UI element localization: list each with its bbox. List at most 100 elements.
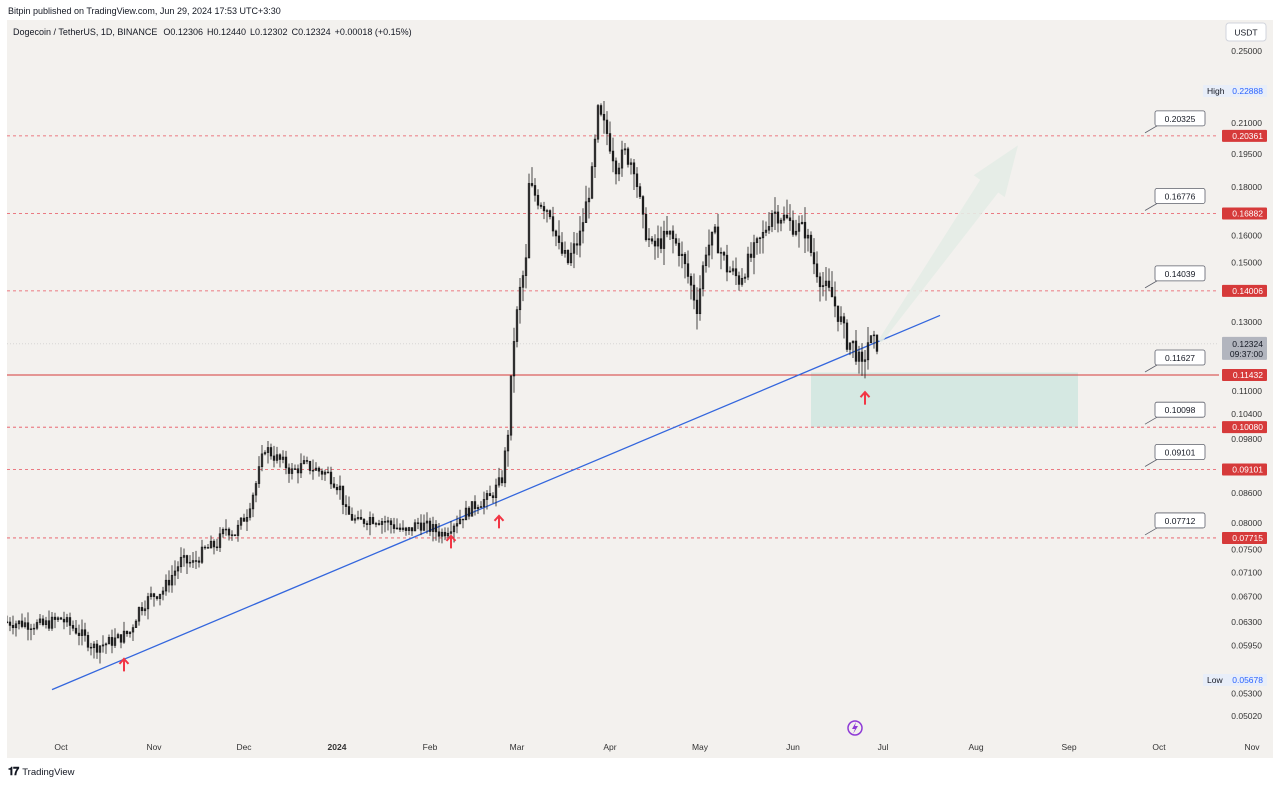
candle-body — [542, 206, 546, 212]
footer-brand[interactable]: TradingView — [22, 767, 75, 778]
candle-body — [329, 471, 333, 485]
candle-body — [503, 450, 507, 484]
candle-body — [707, 244, 711, 256]
candle-body — [635, 173, 639, 188]
candle-body — [602, 113, 606, 121]
level-callout: 0.11627 — [1144, 349, 1206, 373]
price-tick-label: 0.16000 — [1231, 231, 1262, 241]
price-tick-label: 0.08600 — [1231, 488, 1262, 498]
candle-body — [257, 466, 261, 484]
level-callout: 0.14039 — [1144, 265, 1206, 289]
candle-body — [314, 467, 318, 471]
candle-body — [359, 517, 363, 520]
candle-body — [725, 254, 729, 273]
level-callout-value: 0.10098 — [1165, 405, 1196, 415]
price-tick-label: 0.05020 — [1231, 711, 1262, 721]
currency-label: USDT — [1234, 28, 1257, 38]
low-label: L — [250, 27, 255, 37]
candle-body — [71, 625, 75, 629]
open-value: 0.12306 — [170, 27, 203, 37]
lightning-icon[interactable] — [847, 720, 863, 736]
candle-body — [506, 434, 510, 452]
candle-body — [797, 223, 801, 232]
candle-body — [35, 622, 39, 629]
candle-body — [137, 607, 141, 622]
up-arrow-icon — [493, 514, 505, 529]
candle-body — [752, 242, 756, 258]
time-tick-label: 2024 — [328, 742, 347, 752]
price-tick-label: 0.10400 — [1231, 409, 1262, 419]
level-price-badge: 0.14006 — [1222, 284, 1267, 297]
candle-body — [122, 630, 126, 643]
candle-body — [710, 231, 714, 246]
candle-body — [404, 527, 408, 531]
candle-body — [197, 560, 201, 563]
candle-body — [833, 296, 837, 307]
candle-body — [212, 540, 216, 548]
candle-body — [566, 250, 570, 264]
candle-body — [377, 523, 381, 525]
candle-body — [836, 305, 840, 322]
candle-body — [473, 501, 477, 509]
candle-body — [563, 250, 567, 254]
high-badge: High 0.22888 — [1203, 85, 1267, 97]
candle-body — [206, 547, 210, 549]
price-tick-label: 0.05300 — [1231, 689, 1262, 699]
level-price-value: 0.14006 — [1232, 286, 1263, 296]
candle-body — [590, 166, 594, 199]
candle-body — [719, 252, 723, 254]
up-arrow-icon — [445, 534, 457, 549]
candle-body — [830, 287, 834, 298]
candle-body — [443, 531, 447, 537]
level-price-value: 0.07715 — [1232, 533, 1263, 543]
candle-body — [623, 148, 627, 151]
candle-body — [305, 460, 309, 462]
time-tick-label: May — [692, 742, 709, 752]
candle-body — [398, 527, 402, 530]
candle-body — [392, 524, 396, 529]
candle-body — [593, 138, 597, 167]
candle-body — [437, 531, 441, 537]
candle-body — [326, 471, 330, 474]
chart-area[interactable]: 0.20325 0.16776 0.14039 0.11627 0.10098 0.091… — [7, 20, 1273, 758]
level-callout: 0.20325 — [1144, 110, 1206, 134]
candle-body — [860, 351, 864, 362]
candle-body — [296, 468, 300, 474]
candle-body — [332, 483, 336, 488]
candle-body — [677, 242, 681, 256]
candle-body — [347, 506, 351, 515]
candle-body — [482, 499, 486, 507]
candle-body — [26, 622, 30, 630]
candle-body — [746, 253, 750, 278]
candle-body — [380, 521, 384, 525]
candle-body — [140, 607, 144, 612]
time-tick-label: Oct — [1152, 742, 1166, 752]
price-tick-label: 0.07500 — [1231, 545, 1262, 555]
candle-body — [800, 221, 804, 224]
candle-body — [770, 213, 774, 227]
candle-body — [626, 148, 630, 165]
countdown-value: 09:37:00 — [1230, 349, 1263, 359]
candle-body — [374, 523, 378, 525]
candle-body — [488, 493, 492, 497]
candle-body — [611, 150, 615, 162]
level-callout-value: 0.20325 — [1165, 114, 1196, 124]
candle-body — [8, 621, 12, 626]
candle-body — [869, 335, 873, 344]
candle-body — [812, 252, 816, 265]
currency-badge[interactable]: USDT — [1225, 22, 1267, 42]
candle-body — [62, 618, 66, 623]
price-chart[interactable]: 0.20325 0.16776 0.14039 0.11627 0.10098 0.091… — [7, 20, 1273, 758]
candle-body — [317, 467, 321, 472]
svg-text:Dogecoin / TetherUS, 1D, BINAN: Dogecoin / TetherUS, 1D, BINANCE O0.12306… — [13, 27, 412, 37]
price-tick-label: 0.18000 — [1231, 182, 1262, 192]
candle-body — [227, 528, 231, 536]
level-callout-value: 0.07712 — [1165, 516, 1196, 526]
candle-body — [194, 560, 198, 562]
candle-body — [407, 527, 411, 531]
level-price-value: 0.16882 — [1232, 208, 1263, 218]
candle-body — [215, 546, 219, 549]
candle-body — [560, 242, 564, 254]
candle-body — [467, 507, 471, 517]
candle-body — [821, 285, 825, 288]
